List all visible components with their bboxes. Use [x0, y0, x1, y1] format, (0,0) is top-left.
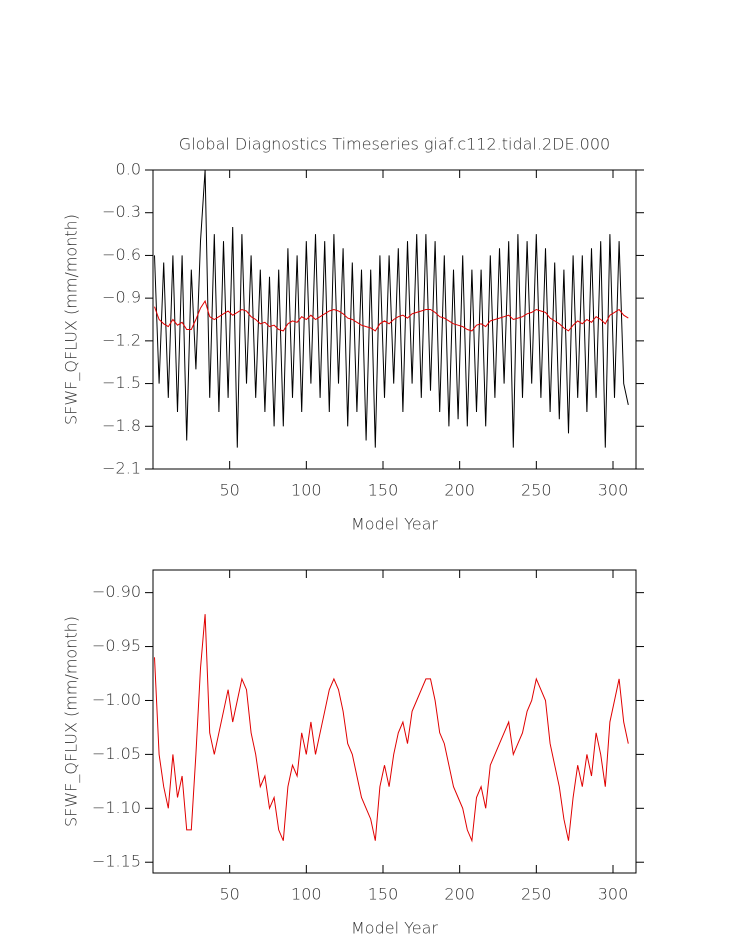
- series-line: [154, 614, 629, 843]
- x-axis-label: Model Year: [351, 515, 438, 534]
- y-tick-label: −1.10: [92, 798, 141, 817]
- x-tick-label: 100: [291, 885, 322, 904]
- y-tick-label: −1.5: [102, 373, 141, 392]
- x-tick-label: 100: [291, 481, 322, 500]
- series-line: [154, 169, 629, 448]
- x-tick-label: 150: [368, 885, 399, 904]
- y-tick-label: −0.9: [102, 288, 141, 307]
- y-tick-label: −1.05: [92, 744, 141, 763]
- x-tick-label: 200: [444, 885, 475, 904]
- x-tick-label: 250: [521, 885, 552, 904]
- y-axis-label: SFWF_QFLUX (mm/month): [62, 616, 81, 827]
- y-tick-label: −1.8: [102, 416, 141, 435]
- series-line: [154, 299, 629, 332]
- plot-frame: [152, 569, 637, 874]
- y-tick-label: −2.1: [102, 459, 141, 478]
- y-tick-label: −1.00: [92, 690, 141, 709]
- y-tick-label: −1.2: [102, 330, 141, 349]
- x-tick-label: 50: [219, 885, 239, 904]
- x-tick-label: 50: [219, 481, 239, 500]
- y-tick-label: 0.0: [116, 160, 141, 179]
- y-tick-label: −1.15: [92, 852, 141, 871]
- y-tick-label: −0.90: [92, 582, 141, 601]
- x-tick-label: 200: [444, 481, 475, 500]
- x-tick-label: 300: [598, 885, 629, 904]
- y-tick-label: −0.3: [102, 202, 141, 221]
- x-tick-label: 150: [368, 481, 399, 500]
- x-tick-label: 300: [598, 481, 629, 500]
- plot-frame: [152, 169, 637, 470]
- chart-title: Global Diagnostics Timeseries giaf.c112.…: [179, 135, 610, 154]
- y-tick-label: −0.6: [102, 245, 141, 264]
- x-axis-label: Model Year: [351, 919, 438, 938]
- x-tick-label: 250: [521, 481, 552, 500]
- y-tick-label: −0.95: [92, 636, 141, 655]
- y-axis-label: SFWF_QFLUX (mm/month): [62, 214, 81, 425]
